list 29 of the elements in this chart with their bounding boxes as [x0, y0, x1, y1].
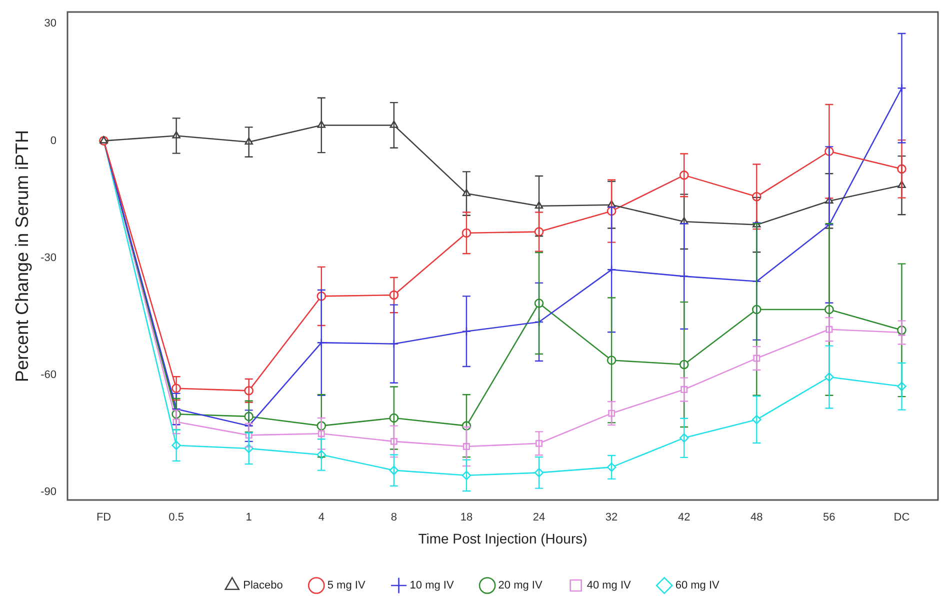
x-tick-label: 18 [460, 512, 473, 524]
legend-label: 5 mg IV [327, 580, 366, 592]
x-tick-label: 8 [390, 512, 397, 524]
legend-label: 60 mg IV [675, 580, 720, 592]
point [316, 338, 326, 348]
legend-label: 10 mg IV [410, 580, 454, 592]
point [679, 272, 689, 281]
x-tick-label: 56 [823, 512, 836, 524]
y-axis-title: Percent Change in Serum iPTH [12, 130, 32, 382]
x-tick-label: 24 [532, 512, 546, 524]
y-tick-label: 0 [50, 134, 56, 147]
legend-label: Placebo [243, 580, 283, 592]
x-tick-label: 1 [246, 512, 252, 524]
legend-label: 40 mg IV [586, 580, 632, 592]
legend-label: 20 mg IV [498, 580, 543, 592]
point [752, 276, 762, 286]
x-tick-label: 42 [678, 512, 690, 524]
x-tick-label: FD [96, 512, 112, 524]
point [244, 421, 254, 430]
y-tick-label: -30 [40, 252, 56, 264]
y-tick-label: 30 [44, 18, 56, 30]
x-tick-label: DC [894, 512, 910, 524]
x-axis-title: Time Post Injection (Hours) [418, 530, 588, 546]
x-tick-label: 48 [750, 512, 763, 524]
x-tick-label: 4 [318, 512, 324, 524]
x-tick-label: 0.5 [168, 512, 184, 524]
x-tick-label: 32 [605, 512, 618, 524]
y-tick-label: -90 [40, 486, 56, 498]
y-tick-label: -60 [40, 369, 56, 382]
